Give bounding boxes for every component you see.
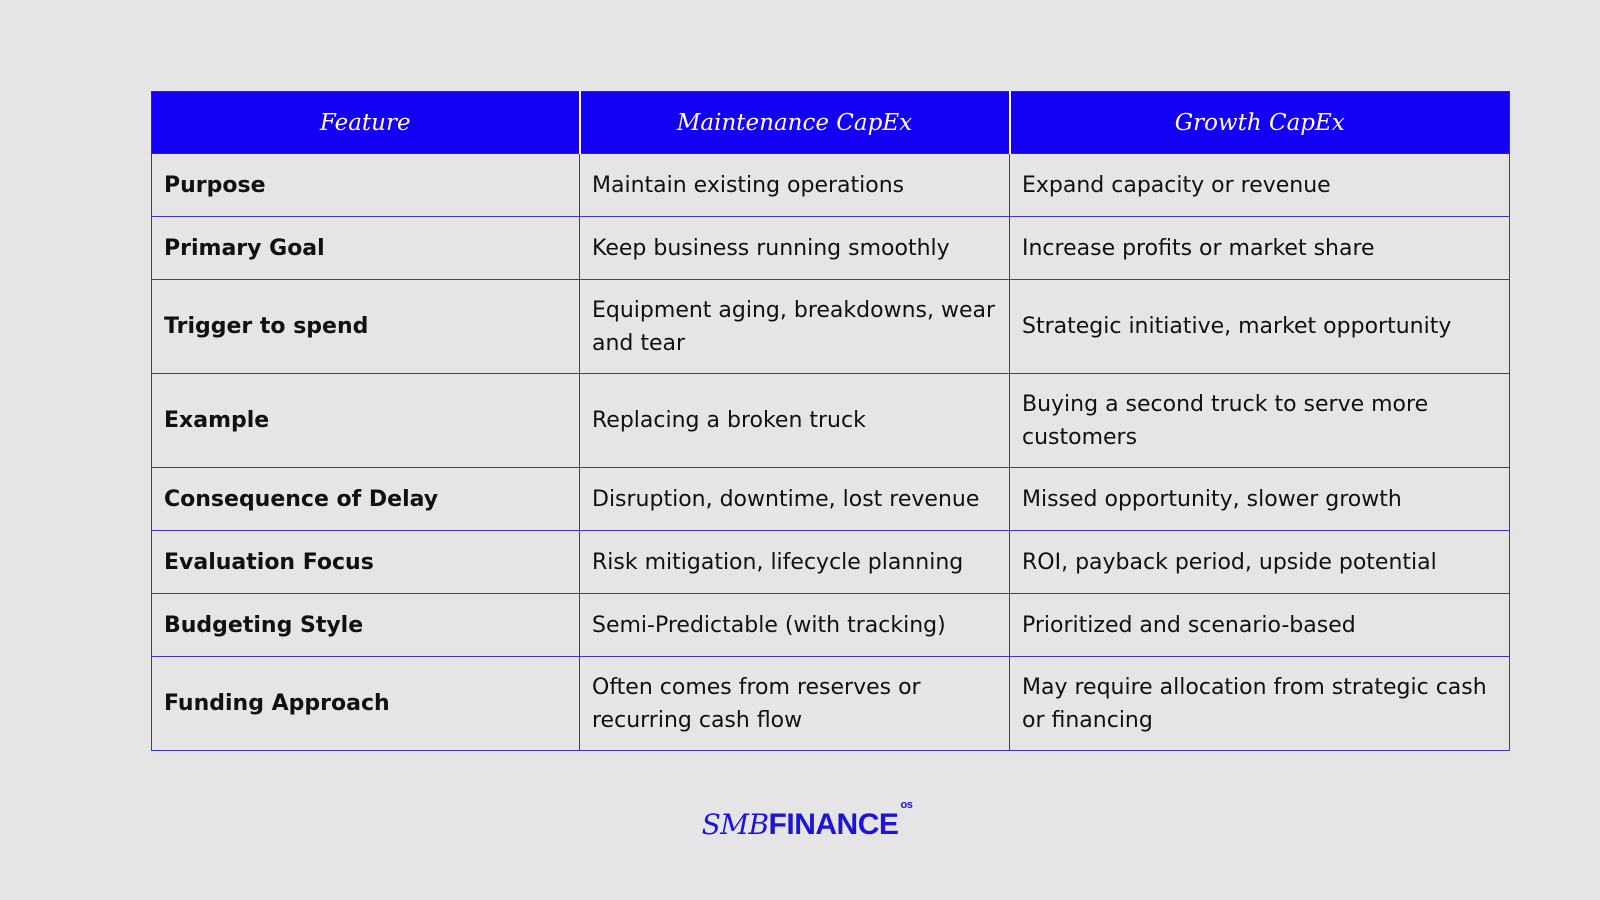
maintenance-cell: Replacing a broken truck (579, 373, 1010, 468)
maintenance-cell: Equipment aging, breakdowns, wear and te… (579, 279, 1010, 374)
logo-smb-text: SMB (701, 808, 769, 841)
header-maintenance-capex: Maintenance CapEx (579, 91, 1011, 154)
maintenance-cell: Maintain existing operations (579, 153, 1010, 217)
maintenance-cell: Semi-Predictable (with tracking) (579, 593, 1010, 657)
feature-cell: Funding Approach (151, 656, 580, 751)
smbfinance-logo: SMBFINANCE os (0, 799, 1600, 842)
growth-cell: May require allocation from strategic ca… (1009, 656, 1510, 751)
feature-cell: Purpose (151, 153, 580, 217)
feature-cell: Primary Goal (151, 216, 580, 280)
maintenance-cell: Disruption, downtime, lost revenue (579, 467, 1010, 531)
table-row: Primary Goal Keep business running smoot… (151, 216, 1510, 280)
growth-cell: Increase profits or market share (1009, 216, 1510, 280)
growth-cell: Expand capacity or revenue (1009, 153, 1510, 217)
table-row: Budgeting Style Semi-Predictable (with t… (151, 593, 1510, 657)
table-row: Consequence of Delay Disruption, downtim… (151, 467, 1510, 531)
header-feature: Feature (151, 91, 581, 154)
logo-os-superscript: os (900, 799, 913, 811)
feature-cell: Budgeting Style (151, 593, 580, 657)
growth-cell: ROI, payback period, upside potential (1009, 530, 1510, 594)
logo-finance-text: FINANCE (768, 808, 899, 841)
maintenance-cell: Risk mitigation, lifecycle planning (579, 530, 1010, 594)
feature-cell: Consequence of Delay (151, 467, 580, 531)
growth-cell: Prioritized and scenario-based (1009, 593, 1510, 657)
feature-cell: Evaluation Focus (151, 530, 580, 594)
table-header-row: Feature Maintenance CapEx Growth CapEx (151, 91, 1510, 154)
logo-wordmark: SMBFINANCE os (701, 799, 913, 842)
table-row: Purpose Maintain existing operations Exp… (151, 153, 1510, 217)
feature-cell: Trigger to spend (151, 279, 580, 374)
growth-cell: Missed opportunity, slower growth (1009, 467, 1510, 531)
growth-cell: Buying a second truck to serve more cust… (1009, 373, 1510, 468)
growth-cell: Strategic initiative, market opportunity (1009, 279, 1510, 374)
table-row: Evaluation Focus Risk mitigation, lifecy… (151, 530, 1510, 594)
comparison-table-container: Feature Maintenance CapEx Growth CapEx P… (151, 91, 1510, 751)
maintenance-cell: Keep business running smoothly (579, 216, 1010, 280)
header-growth-capex: Growth CapEx (1009, 91, 1510, 154)
table-row: Funding Approach Often comes from reserv… (151, 656, 1510, 751)
feature-cell: Example (151, 373, 580, 468)
maintenance-cell: Often comes from reserves or recurring c… (579, 656, 1010, 751)
table-row: Trigger to spend Equipment aging, breakd… (151, 279, 1510, 374)
capex-comparison-table: Feature Maintenance CapEx Growth CapEx P… (151, 91, 1510, 751)
table-row: Example Replacing a broken truck Buying … (151, 373, 1510, 468)
